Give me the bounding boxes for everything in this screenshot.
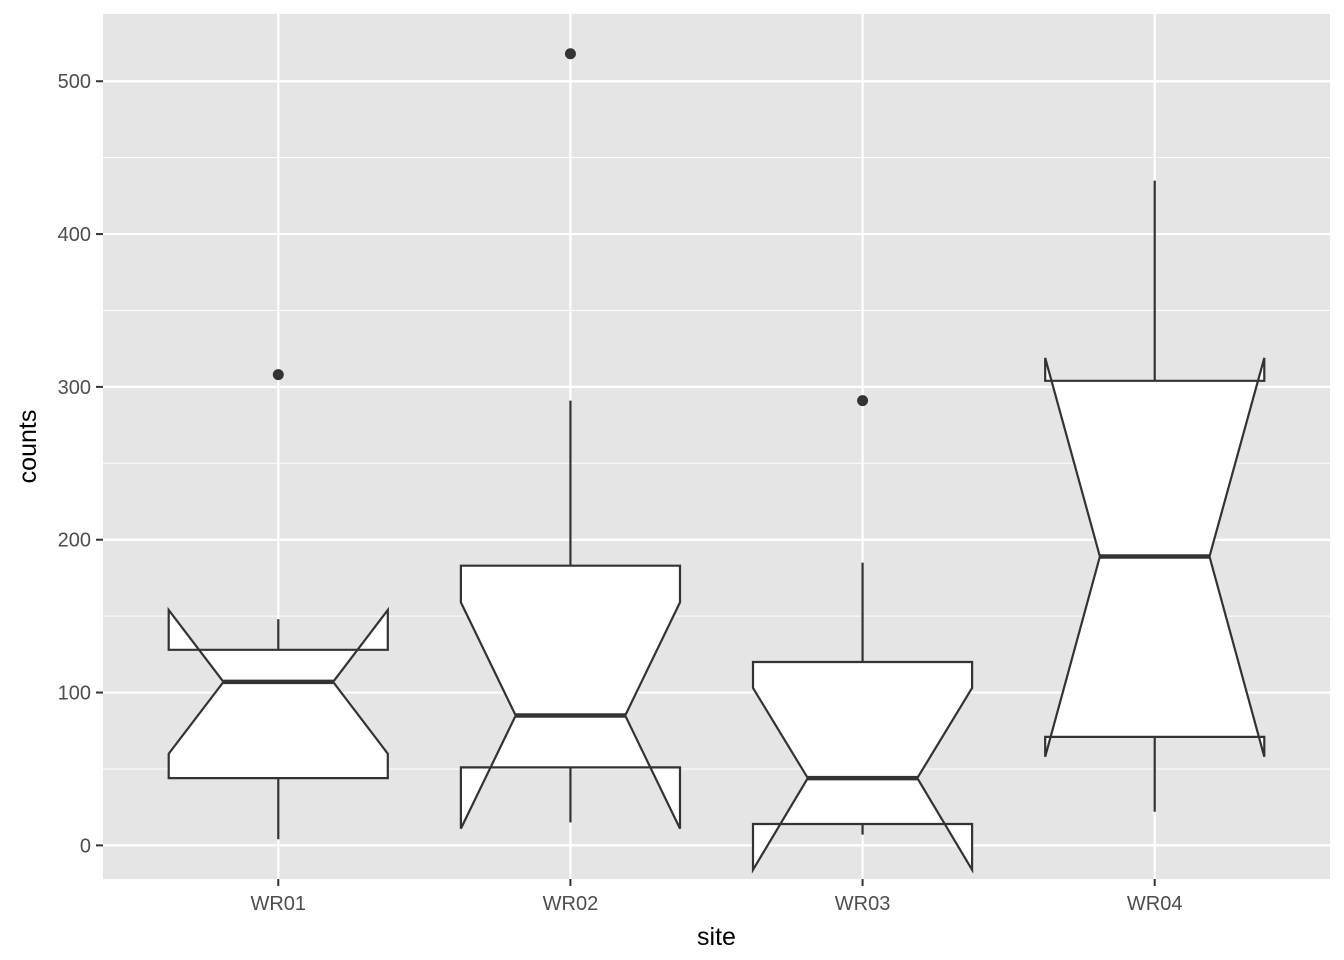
box-wr04 — [1044, 180, 1266, 812]
x-tick-label: WR02 — [543, 893, 599, 915]
y-axis-title: counts — [14, 410, 42, 484]
x-axis-title: site — [697, 923, 736, 951]
notched-box — [751, 660, 974, 874]
x-axis: WR01 WR02 WR03 WR04 — [250, 879, 1183, 915]
y-axis: 0 100 200 300 400 500 — [58, 71, 103, 857]
y-tick-label: 500 — [58, 71, 91, 93]
box-wr02 — [459, 48, 682, 830]
y-tick-label: 100 — [58, 683, 91, 705]
y-tick-label: 300 — [58, 377, 91, 399]
x-tick-label: WR03 — [835, 893, 891, 915]
outlier-point — [272, 369, 284, 381]
y-tick-label: 200 — [58, 530, 91, 552]
box-wr03 — [751, 395, 974, 874]
y-tick-label: 400 — [58, 224, 91, 246]
x-tick-label: WR04 — [1127, 893, 1183, 915]
boxes-layer — [167, 48, 1266, 874]
x-tick-label: WR01 — [250, 893, 306, 915]
y-tick-label: 0 — [80, 835, 91, 857]
notched-box — [459, 564, 682, 830]
notched-box — [167, 606, 389, 780]
outlier-point — [857, 395, 869, 407]
box-wr01 — [167, 369, 389, 840]
outlier-point — [564, 48, 576, 60]
